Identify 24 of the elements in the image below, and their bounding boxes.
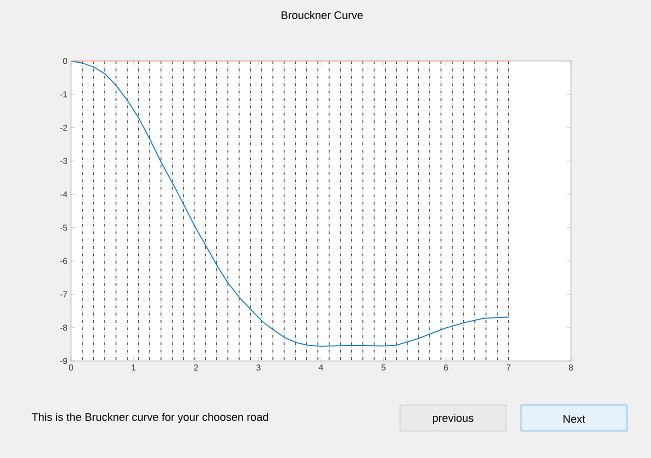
y-tick-label: -4 [60,191,68,198]
x-tick-label: 5 [381,364,386,370]
y-tick-label: 0 [63,58,68,64]
y-tick-label: -1 [60,91,68,98]
x-tick-label: 0 [68,364,74,371]
y-tick-label: -3 [60,158,68,164]
x-tick-label: 2 [194,364,198,370]
text: Next [564,415,586,423]
x-tick-label: 6 [444,364,448,371]
y-tick-label: -6 [60,258,68,264]
text: previous [432,414,474,424]
chart-title: Brouckner Curve [282,10,363,20]
y-tick-label: -7 [60,291,68,298]
y-tick-label: -2 [60,124,68,131]
x-tick-label: 3 [256,364,260,371]
y-tick-label: -8 [60,324,68,331]
x-tick-label: 7 [506,364,510,370]
y-tick-label: -9 [60,358,68,364]
x-tick-label: 4 [318,364,324,370]
x-tick-label: 1 [132,364,136,370]
y-tick-label: -5 [60,224,68,231]
line-series [70,60,509,347]
text: This is the Bruckner curve for your choosen road [32,412,268,424]
x-tick-label: 8 [569,364,573,371]
